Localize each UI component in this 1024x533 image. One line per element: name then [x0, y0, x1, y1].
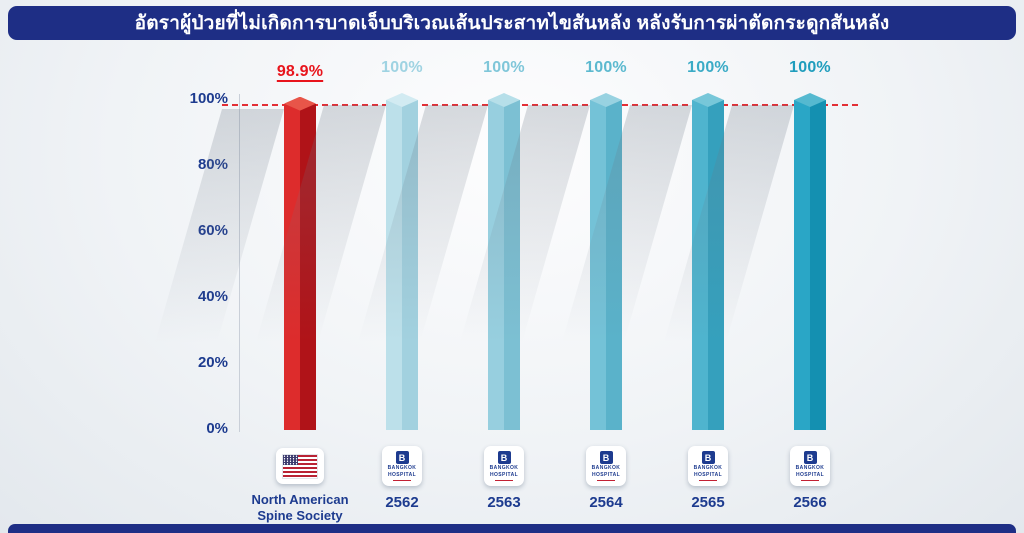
us-flag-canton — [283, 454, 298, 465]
category-label: 2564 — [589, 494, 623, 511]
bar-face-right — [606, 100, 622, 430]
bangkok-hospital-logo-icon: B BANGKOK HOSPITAL — [484, 446, 524, 486]
bar — [535, 93, 724, 435]
bar-face-left — [590, 100, 606, 430]
bangkok-hospital-logo-icon: B BANGKOK HOSPITAL — [790, 446, 830, 486]
bar-face-left — [488, 100, 504, 430]
chart-title: อัตราผู้ป่วยที่ไม่เกิดการบาดเจ็บบริเวณเส… — [134, 13, 890, 34]
hospital-monogram: B — [803, 451, 817, 464]
hospital-monogram: B — [599, 451, 613, 464]
hospital-name-line1: BANGKOK — [489, 465, 519, 471]
bar-face-left — [692, 100, 708, 430]
hospital-logo-rule — [495, 480, 513, 481]
hospital-name-line2: HOSPITAL — [693, 472, 723, 478]
hospital-name-line1: BANGKOK — [591, 465, 621, 471]
bar-value-label: 100% — [483, 59, 525, 76]
hospital-monogram: B — [395, 451, 409, 464]
chart-column: 100% B BANGKOK HOSPITAL 2562 — [229, 0, 462, 533]
bar-face-left — [794, 100, 810, 430]
hospital-name-line2: HOSPITAL — [387, 472, 417, 478]
hospital-name-line1: BANGKOK — [693, 465, 723, 471]
hospital-logo-rule — [801, 480, 819, 481]
y-axis-line — [239, 94, 240, 432]
category-icon-host — [240, 444, 360, 488]
bangkok-hospital-logo-icon: B BANGKOK HOSPITAL — [586, 446, 626, 486]
bangkok-hospital-logo-icon: B BANGKOK HOSPITAL — [688, 446, 728, 486]
bar — [229, 93, 418, 435]
category-label: 2562 — [385, 494, 419, 511]
hospital-logo-rule — [393, 480, 411, 481]
bar — [128, 96, 316, 435]
bar-top-cap — [692, 93, 724, 107]
bar-face-right — [402, 100, 418, 430]
bar-value-label: 98.9% — [276, 62, 324, 80]
bar-face-left — [284, 103, 300, 430]
y-axis-tick-label: 40% — [140, 288, 228, 305]
benchmark-dashed-line — [222, 103, 858, 106]
bar — [433, 93, 622, 435]
footer-bar — [8, 524, 1016, 533]
category-icon-host: B BANGKOK HOSPITAL — [750, 444, 870, 488]
bar-top-cap — [386, 93, 418, 107]
category-label: 2565 — [691, 494, 725, 511]
hospital-logo-rule — [597, 480, 615, 481]
chart-column: 100% B BANGKOK HOSPITAL 2563 — [331, 0, 564, 533]
hospital-logo-rule — [699, 480, 717, 481]
y-axis-tick-label: 100% — [189, 90, 228, 107]
y-axis-tick-label: 80% — [140, 156, 228, 173]
bar-face-right — [708, 100, 724, 430]
hospital-name-line2: HOSPITAL — [489, 472, 519, 478]
bar-face-right — [810, 100, 826, 430]
hospital-name-line2: HOSPITAL — [591, 472, 621, 478]
hospital-monogram: B — [497, 451, 511, 464]
hospital-name-line1: BANGKOK — [795, 465, 825, 471]
hospital-name-line2: HOSPITAL — [795, 472, 825, 478]
bar — [637, 93, 826, 435]
bar-face-right — [504, 100, 520, 430]
hospital-name-line1: BANGKOK — [387, 465, 417, 471]
y-axis-tick-label: 60% — [140, 222, 228, 239]
chart-title-bar: อัตราผู้ป่วยที่ไม่เกิดการบาดเจ็บบริเวณเส… — [8, 6, 1016, 40]
bar-value-label: 100% — [687, 59, 729, 76]
category-icon-host: B BANGKOK HOSPITAL — [648, 444, 768, 488]
y-axis: 100% 80% 60% 40% 20% 0% — [140, 0, 228, 533]
us-flag-icon — [276, 448, 324, 484]
bar-top-cap — [284, 96, 316, 111]
category-icon-host: B BANGKOK HOSPITAL — [342, 444, 462, 488]
hospital-monogram: B — [701, 451, 715, 464]
bar-value-label: 100% — [585, 59, 627, 76]
chart-column: 100% B BANGKOK HOSPITAL 2565 — [535, 0, 768, 533]
bar-value-label: 100% — [789, 59, 831, 76]
bar-face-right — [300, 103, 316, 430]
category-label: 2566 — [793, 494, 827, 511]
category-icon-host: B BANGKOK HOSPITAL — [546, 444, 666, 488]
y-axis-tick-label: 0% — [206, 420, 228, 437]
bar — [331, 93, 520, 435]
category-label: 2563 — [487, 494, 521, 511]
chart-column: 100% B BANGKOK HOSPITAL 2566 — [637, 0, 870, 533]
bar-value-label: 100% — [381, 59, 423, 76]
category-icon-host: B BANGKOK HOSPITAL — [444, 444, 564, 488]
bar-top-cap — [488, 93, 520, 107]
category-label: North American Spine Society — [251, 492, 349, 523]
chart-column: 100% B BANGKOK HOSPITAL 2564 — [433, 0, 666, 533]
bar-top-cap — [794, 93, 826, 107]
bangkok-hospital-logo-icon: B BANGKOK HOSPITAL — [382, 446, 422, 486]
bar-face-left — [386, 100, 402, 430]
y-axis-tick-label: 20% — [197, 354, 228, 371]
bar-top-cap — [590, 93, 622, 107]
chart-column: 98.9% North American Spine Society — [128, 0, 360, 533]
us-flag-stripes — [282, 453, 318, 479]
